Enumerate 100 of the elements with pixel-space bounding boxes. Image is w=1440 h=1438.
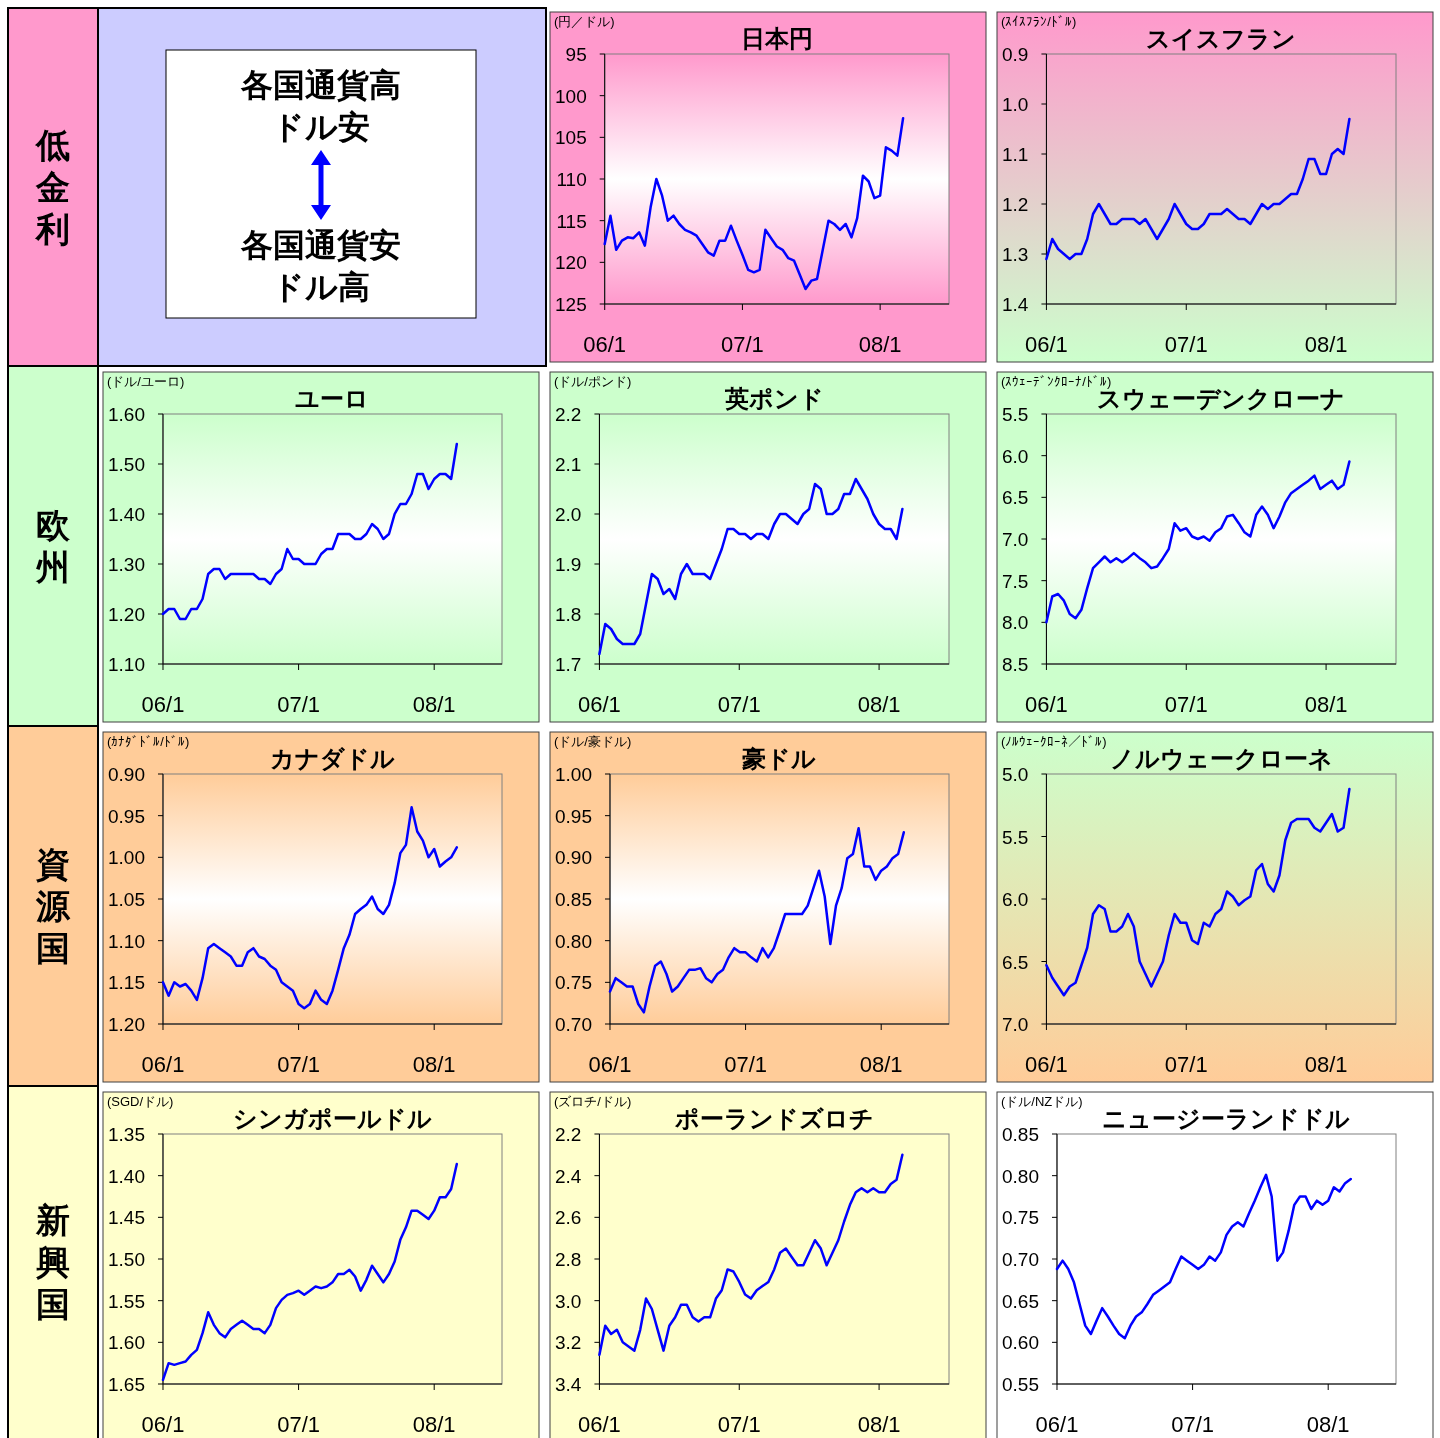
line-series [161, 806, 459, 1010]
y-tick-label: 0.95 [555, 805, 592, 827]
y-axis-title: (ドル/ポンド) [554, 374, 632, 389]
y-tick-label: 1.0 [1002, 94, 1029, 115]
x-tick-label: 08/1 [412, 1052, 456, 1077]
y-tick-label: 0.90 [555, 847, 592, 869]
y-axis-title: (ドル/ユーロ) [107, 374, 185, 389]
text: 欧州 [35, 506, 71, 586]
y-axis-title: (ズロチ/ドル) [554, 1094, 632, 1109]
x-tick-label: 07/1 [277, 1412, 320, 1437]
y-tick-label: 1.00 [108, 847, 145, 869]
x-tick-label: 07/1 [1164, 692, 1208, 717]
x-tick-label: 07/1 [1171, 1412, 1214, 1437]
y-tick-label: 6.5 [1002, 951, 1029, 973]
x-tick-label: 08/1 [858, 332, 902, 357]
y-tick-label: 8.0 [1002, 612, 1029, 634]
y-tick-label: 5.5 [1002, 404, 1029, 425]
x-tick-label: 07/1 [277, 1052, 320, 1077]
line-series [1045, 787, 1351, 997]
y-tick-label: 2.8 [555, 1249, 582, 1270]
line-series [1045, 117, 1351, 261]
line-series [1045, 460, 1351, 624]
y-tick-label: 1.1 [1002, 144, 1029, 165]
x-tick-label: 07/1 [717, 692, 761, 717]
y-tick-label: 100 [555, 85, 587, 107]
x-tick-label: 07/1 [724, 1052, 767, 1077]
y-tick-label: 105 [555, 127, 587, 149]
line-series [1055, 1173, 1353, 1340]
y-tick-label: 1.20 [108, 604, 145, 625]
y-tick-label: 1.55 [108, 1290, 145, 1312]
y-tick-label: 1.35 [108, 1124, 145, 1145]
y-tick-label: 1.4 [1002, 294, 1029, 315]
y-tick-label: 2.0 [555, 504, 582, 525]
text: ドル安 [272, 109, 370, 145]
y-tick-label: 1.10 [108, 930, 145, 952]
y-tick-label: 1.50 [108, 454, 145, 475]
x-tick-label: 06/1 [141, 1052, 185, 1077]
line-series [161, 442, 459, 621]
y-tick-label: 2.6 [555, 1207, 582, 1229]
x-tick-label: 06/1 [1025, 332, 1068, 357]
y-tick-label: 3.0 [555, 1290, 582, 1312]
y-tick-label: 1.00 [555, 764, 592, 785]
y-tick-label: 0.70 [555, 1014, 592, 1035]
y-tick-label: 0.9 [1002, 44, 1029, 65]
x-tick-label: 07/1 [1164, 332, 1208, 357]
line-series [603, 116, 905, 291]
y-axis-title: (ｽｳｪｰﾃﾞﾝｸﾛｰﾅ/ﾄﾞﾙ) [1001, 374, 1112, 389]
y-tick-label: 125 [555, 294, 587, 315]
text: 資源国 [35, 845, 71, 967]
x-tick-label: 06/1 [578, 1412, 621, 1437]
x-tick-label: 08/1 [412, 692, 456, 717]
y-tick-label: 0.70 [1002, 1249, 1039, 1270]
y-tick-label: 6.0 [1002, 445, 1029, 467]
y-tick-label: 5.5 [1002, 826, 1029, 848]
y-tick-label: 3.4 [555, 1374, 582, 1395]
y-tick-label: 1.10 [108, 654, 145, 675]
y-tick-label: 7.5 [1002, 570, 1029, 592]
chart-title: ユーロ [295, 385, 370, 412]
y-tick-label: 1.40 [108, 504, 145, 525]
y-tick-label: 0.90 [108, 764, 145, 785]
y-tick-label: 7.0 [1002, 529, 1029, 550]
x-tick-label: 08/1 [859, 1052, 903, 1077]
chart-title: スイスフラン [1146, 25, 1297, 52]
y-tick-label: 1.7 [555, 654, 582, 675]
line-series [161, 1162, 459, 1382]
text: 新興国 [35, 1201, 70, 1323]
x-tick-label: 06/1 [578, 692, 621, 717]
y-tick-label: 0.85 [1002, 1124, 1039, 1145]
y-tick-label: 0.85 [555, 889, 592, 910]
x-tick-label: 06/1 [141, 692, 185, 717]
text: 各国通貨高 [240, 67, 401, 103]
y-tick-label: 1.45 [108, 1207, 145, 1229]
y-tick-label: 1.60 [108, 1332, 145, 1354]
text: 低金利 [34, 126, 70, 248]
line-series [598, 1153, 904, 1357]
y-tick-label: 1.2 [1002, 194, 1029, 215]
y-tick-label: 1.20 [108, 1014, 145, 1035]
y-tick-label: 1.9 [555, 554, 582, 575]
y-tick-label: 2.4 [555, 1165, 582, 1187]
x-tick-label: 08/1 [857, 1412, 901, 1437]
y-tick-label: 2.2 [555, 404, 582, 425]
x-tick-label: 06/1 [583, 332, 627, 357]
x-tick-label: 08/1 [1304, 692, 1348, 717]
x-tick-label: 08/1 [412, 1412, 456, 1437]
y-tick-label: 120 [555, 252, 587, 274]
y-tick-label: 1.40 [108, 1165, 145, 1187]
y-axis-title: (ドル/NZドル) [1001, 1094, 1083, 1109]
y-tick-label: 3.2 [555, 1332, 582, 1354]
chart-title: ニュージーランドドル [1102, 1105, 1351, 1132]
y-tick-label: 2.1 [555, 454, 582, 475]
y-tick-label: 6.5 [1002, 487, 1029, 509]
x-tick-label: 07/1 [1164, 1052, 1208, 1077]
y-tick-label: 1.8 [555, 604, 582, 625]
x-tick-label: 06/1 [588, 1052, 632, 1077]
x-tick-label: 06/1 [1025, 692, 1068, 717]
chart-title: シンガポールドル [232, 1105, 432, 1132]
y-tick-label: 0.55 [1002, 1374, 1039, 1395]
chart-title: 英ポンド [723, 385, 824, 412]
text: 各国通貨安 [240, 227, 401, 263]
y-axis-title: (円／ドル) [554, 14, 615, 29]
